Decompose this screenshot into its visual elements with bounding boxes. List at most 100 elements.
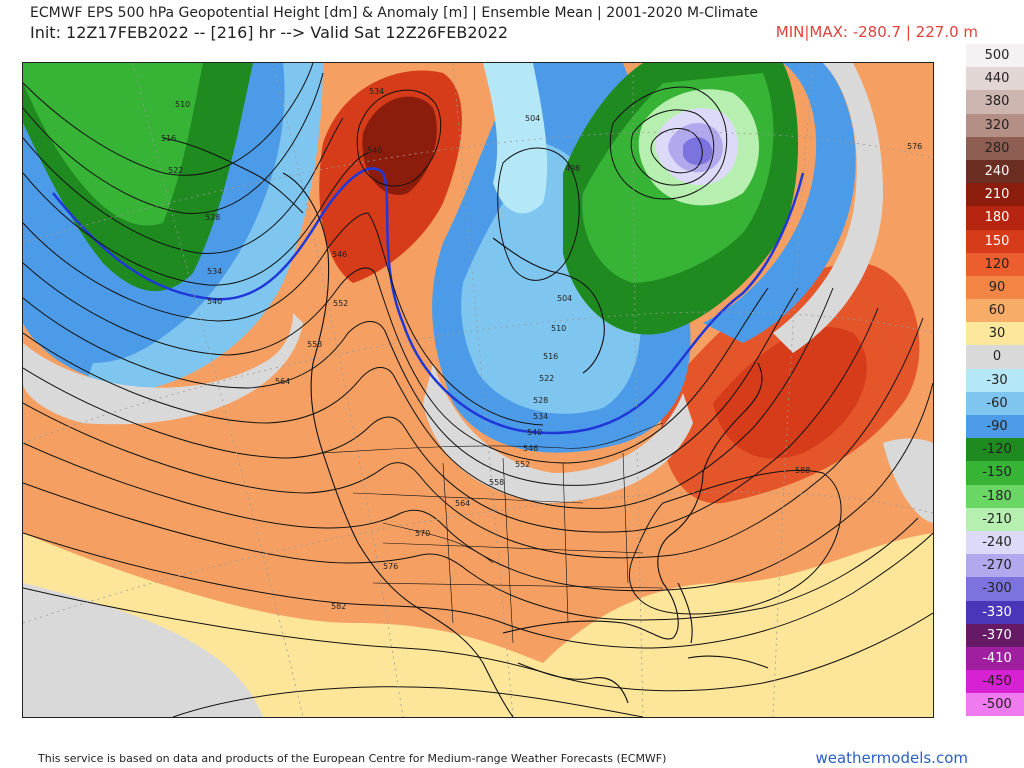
contour-label: 558: [307, 340, 322, 349]
contour-label: 528: [533, 396, 548, 405]
legend-swatch: [966, 113, 1024, 137]
contour-label: 516: [543, 352, 558, 361]
legend-item: 0: [966, 345, 1024, 369]
legend-item: 30: [966, 322, 1024, 346]
legend-item: 280: [966, 136, 1024, 160]
legend-item: 120: [966, 252, 1024, 276]
legend-item: 380: [966, 90, 1024, 114]
legend-swatch: [966, 391, 1024, 415]
legend-swatch: [966, 229, 1024, 253]
legend-label: -270: [982, 558, 1012, 574]
legend-swatch: [966, 484, 1024, 508]
legend-label: 240: [984, 163, 1010, 179]
legend-swatch: [966, 507, 1024, 531]
contour-labels: 510 516 522 528 534 540 534 540 546 552 …: [161, 87, 922, 611]
legend-item: -180: [966, 484, 1024, 508]
legend-item: -450: [966, 670, 1024, 694]
chart-subtitle: Init: 12Z17FEB2022 -- [216] hr --> Valid…: [30, 23, 509, 42]
contour-label: 546: [523, 444, 538, 453]
legend-item: 210: [966, 183, 1024, 207]
legend-label: -450: [982, 674, 1012, 690]
contour-label: 540: [367, 146, 382, 155]
legend-swatch: [966, 44, 1024, 68]
legend-label: -30: [986, 372, 1008, 388]
legend-label: 150: [984, 233, 1010, 249]
legend-label: -150: [982, 465, 1012, 481]
legend-swatch: [966, 554, 1024, 578]
contour-label: 534: [369, 87, 384, 96]
legend-item: 150: [966, 229, 1024, 253]
legend-label: 180: [984, 210, 1010, 226]
contour-label: 576: [383, 562, 398, 571]
contour-label: 528: [205, 213, 220, 222]
legend-label: -370: [982, 627, 1012, 643]
legend-swatch: [966, 136, 1024, 160]
legend-label: -410: [982, 650, 1012, 666]
min-max-readout: MIN|MAX: -280.7 | 227.0 m: [775, 23, 978, 41]
legend-item: -210: [966, 507, 1024, 531]
legend-swatch: [966, 90, 1024, 114]
legend-item: 180: [966, 206, 1024, 230]
legend-swatch: [966, 530, 1024, 555]
legend-label: 280: [984, 140, 1010, 156]
contour-label: 534: [207, 267, 222, 276]
legend-swatch: [966, 623, 1024, 647]
contour-label: 504: [557, 294, 572, 303]
contour-label: 498: [565, 164, 580, 173]
weather-map: 510 516 522 528 534 540 534 540 546 552 …: [22, 62, 934, 718]
contour-label: 582: [331, 602, 346, 611]
legend-item: -120: [966, 438, 1024, 462]
contour-label: 540: [207, 297, 222, 306]
anomaly-region-gray-sw: [23, 583, 263, 717]
legend-item: 440: [966, 67, 1024, 91]
chart-title: ECMWF EPS 500 hPa Geopotential Height [d…: [30, 5, 758, 21]
legend-label: 440: [984, 71, 1010, 87]
contour-label: 570: [415, 529, 430, 538]
legend-swatch: [966, 252, 1024, 276]
contour-label: 510: [175, 100, 190, 109]
legend-swatch: [966, 206, 1024, 230]
legend-item: -270: [966, 554, 1024, 578]
legend-label: 0: [992, 349, 1002, 365]
contour-label: 534: [533, 412, 548, 421]
legend-item: -370: [966, 623, 1024, 647]
coastline-alaska: [162, 137, 304, 214]
anomaly-region-gray-se: [883, 438, 933, 523]
legend-label: 320: [984, 117, 1010, 133]
site-link[interactable]: weathermodels.com: [815, 749, 968, 767]
legend-label: -180: [982, 488, 1012, 504]
legend-item: -150: [966, 461, 1024, 485]
contour-label: 516: [161, 134, 176, 143]
legend-item: 500: [966, 44, 1024, 68]
contour-540-line: [52, 167, 805, 435]
contour-label: 564: [455, 499, 470, 508]
legend-item: 320: [966, 113, 1024, 137]
legend-label: -90: [986, 419, 1008, 434]
legend-swatch: [966, 670, 1024, 694]
legend-swatch: [966, 275, 1024, 300]
legend-item: -90: [966, 415, 1024, 439]
legend-item: -240: [966, 530, 1024, 555]
attribution-text: This service is based on data and produc…: [38, 752, 667, 765]
contour-label: 564: [275, 377, 290, 386]
coastline-hudson: [492, 237, 605, 374]
contour-label: 510: [551, 324, 566, 333]
coastline-mexico: [517, 662, 629, 704]
legend-swatch: [966, 299, 1024, 323]
contour-label: 552: [333, 299, 348, 308]
legend-item: -60: [966, 391, 1024, 415]
legend-item: 90: [966, 275, 1024, 300]
legend-swatch: [966, 322, 1024, 346]
legend-item: -500: [966, 693, 1024, 717]
contour-label: 540: [527, 428, 542, 437]
legend-item: -30: [966, 368, 1024, 392]
legend-label: -60: [986, 395, 1008, 411]
coastline-west: [282, 172, 514, 717]
legend-label: -330: [982, 604, 1012, 620]
legend-swatch: [966, 183, 1024, 207]
legend-swatch: [966, 159, 1024, 184]
legend-label: 380: [984, 94, 1010, 110]
legend-item: -410: [966, 646, 1024, 671]
legend-item: 240: [966, 159, 1024, 184]
anomaly-region-light: [23, 533, 933, 717]
